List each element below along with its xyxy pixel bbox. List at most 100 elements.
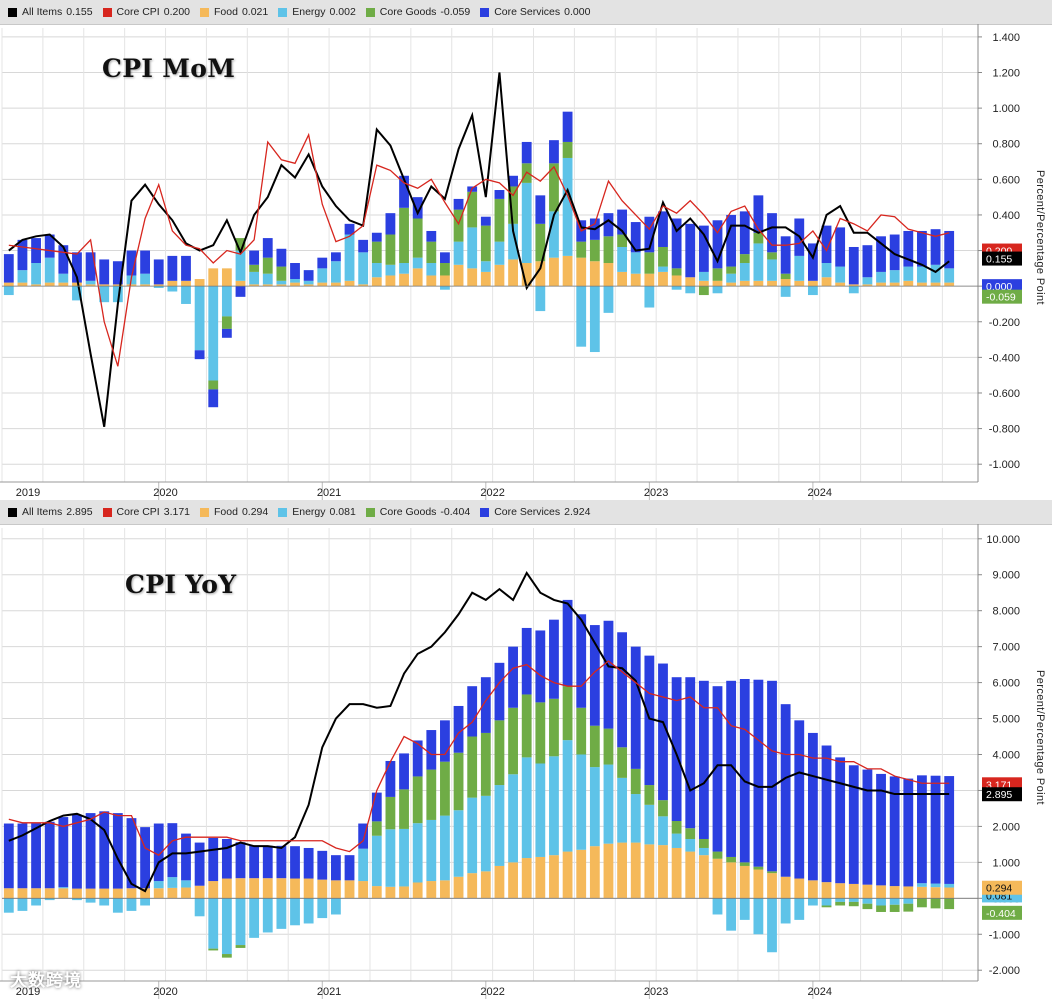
bar-segment [276,878,287,899]
end-value-label: 0.155 [986,254,1012,266]
bar-segment [453,810,464,877]
bar-segment [276,898,287,929]
bar-segment [208,389,219,408]
bar-segment [494,662,505,721]
bar-segment [249,264,260,272]
legend-label: Food [214,506,238,518]
bar-segment [739,862,750,866]
x-tick-label: 2020 [153,986,177,998]
bar-segment [385,234,396,265]
bar-segment [235,842,246,879]
bar-segment [99,284,110,287]
bar-segment [767,213,777,253]
bar-segment [58,887,69,889]
bar-segment [399,273,409,287]
bar-segment [453,876,464,899]
bar-segment [262,238,273,258]
bar-segment [876,885,886,899]
bar-segment [876,773,886,886]
bar-segment [848,901,859,907]
bar-segment [208,268,219,287]
bar-segment [508,646,518,708]
bar-segment [317,879,328,899]
bar-segment [944,887,955,899]
bar-segment [412,268,423,287]
bar-segment [644,273,655,287]
bar-segment [862,898,873,904]
bar-segment [17,823,28,889]
bar-segment [153,888,164,899]
bar-segment [412,197,423,219]
bar-segment [889,898,900,905]
bar-segment [862,884,873,899]
legend-item: Core Services 2.924 [480,506,590,518]
bar-segment [221,954,232,958]
bar-segment [576,286,587,347]
chart-yoy: 10.0009.0008.0007.0006.0005.0004.0003.00… [0,524,1022,999]
bar-segment [358,252,369,285]
bar-segment [126,284,137,287]
bar-segment [835,266,846,283]
bar-segment [330,252,341,262]
bar-segment [712,280,723,287]
bar-segment [303,270,314,281]
bar-segment [562,141,573,158]
bar-segment [671,268,682,276]
bar-segment [181,286,191,304]
bar-segment [358,239,369,253]
bar-segment [944,230,955,269]
bar-segment [712,220,723,269]
bar-segment [767,259,777,281]
bar-segment [385,275,396,287]
bar-segment [494,785,505,866]
bar-segment [848,898,859,902]
bar-segment [889,904,900,912]
bar-segment [917,230,927,267]
bar-segment [535,223,546,262]
legend-label: Energy [292,6,326,18]
bar-segment [17,898,28,911]
bar-segment [317,850,328,880]
bar-segment [167,877,178,888]
bar-segment [317,257,328,269]
bar-segment [153,286,164,288]
bar-segment [821,745,832,883]
bar-segment [917,883,927,887]
bar-segment [249,250,260,265]
bar-segment [617,234,628,247]
bar-segment [726,214,737,267]
bar-segment [317,268,328,283]
end-value-tag [982,251,1022,266]
bar-segment [848,883,859,899]
bar-segment [290,279,300,283]
bar-segment [480,216,491,226]
bar-segment [249,271,260,285]
bar-segment [235,280,246,287]
bar-segment [603,620,614,729]
bar-segment [549,257,559,287]
legend-item: Core Services 0.000 [480,6,590,18]
bar-segment [767,280,777,287]
bar-segment [589,846,600,899]
bar-segment [249,898,260,938]
bar-segment [276,845,287,879]
bar-segment [194,898,205,917]
bar-segment [508,259,518,287]
bar-segment [658,845,668,899]
bar-segment [426,230,437,242]
x-tick-label: 2021 [317,487,341,499]
bar-segment [303,284,314,287]
legend-label: Core CPI [116,506,160,518]
bar-segment [167,823,178,878]
x-tick-label: 2023 [644,487,668,499]
bar-segment [140,273,151,285]
bar-segment [262,257,273,274]
bar-segment [330,261,341,283]
bar-segment [835,282,846,287]
bar-segment [99,811,110,889]
bar-segment [671,847,682,899]
bar-segment [344,855,355,881]
bar-segment [412,257,423,269]
bar-segment [712,851,723,859]
bar-segment [385,829,396,887]
